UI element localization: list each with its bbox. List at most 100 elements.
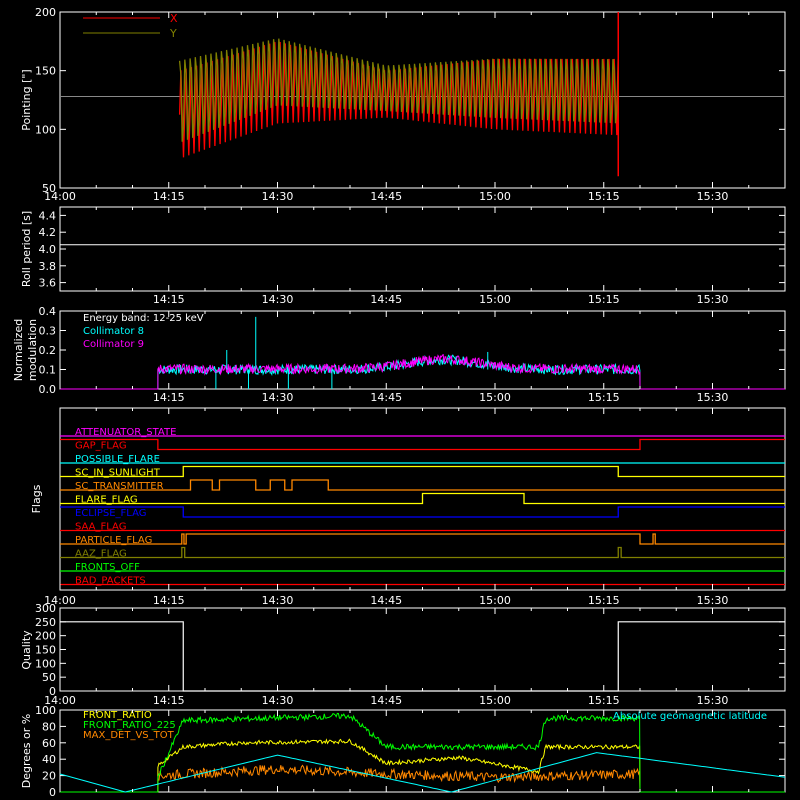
time-tick-label: 14:15 [153,391,185,404]
time-tick-label: 15:00 [479,594,511,607]
flag-trace [60,479,785,491]
collimator-9-trace [60,353,785,390]
time-tick-label: 14:00 [44,594,76,607]
time-tick-label: 15:30 [697,190,729,203]
flag-label: SAA_FLAG [75,522,126,533]
series-y-trace [178,38,619,142]
time-tick-label: 14:45 [370,190,402,203]
time-tick-label: 15:15 [588,293,620,306]
series-x-trace [178,41,619,158]
quality-trace [60,621,785,692]
time-tick-label: 15:00 [479,694,511,707]
ratio-ylabel: Degrees or % [20,714,33,788]
y-tick-label: 100 [35,657,56,670]
flag-label: ATTENUATOR_STATE [75,427,176,438]
flag-label: ECLIPSE_FLAG [75,508,146,519]
y-tick-label: 0.0 [39,383,57,396]
time-tick-label: 14:15 [153,190,185,203]
y-tick-label: 300 [35,602,56,615]
max-det-trace [60,764,785,793]
flag-label: BAD_PACKETS [75,576,146,587]
max-det-label: MAX_DET_VS_TOT [83,730,175,741]
front-ratio-trace [60,738,785,793]
y-tick-label: 50 [42,182,56,195]
y-tick-label: 150 [35,644,56,657]
flag-label: PARTICLE_FLAG [75,535,152,546]
collimator-9-label: Collimator 9 [83,339,144,350]
flag-label: SC_IN_SUNLIGHT [75,468,161,479]
y-tick-label: 0.3 [39,325,57,338]
y-tick-label: 100 [35,123,56,136]
y-tick-label: 60 [42,737,56,750]
time-tick-label: 15:30 [697,594,729,607]
y-tick-label: 4.2 [39,226,57,239]
y-tick-label: 150 [35,65,56,78]
flag-label: FLARE_FLAG [75,495,138,506]
y-tick-label: 0 [49,685,56,698]
pointing-ylabel: Pointing ["] [20,69,33,130]
time-tick-label: 15:00 [479,293,511,306]
flag-trace [60,533,785,545]
flag-label: GAP_FLAG [75,441,127,452]
y-tick-label: 250 [35,616,56,629]
front-ratio-225-trace [60,712,785,793]
flag-trace [60,506,785,518]
time-tick-label: 15:00 [479,391,511,404]
y-tick-label: 4.0 [39,243,57,256]
flag-trace [60,465,785,478]
time-tick-label: 14:30 [262,594,294,607]
time-tick-label: 14:45 [370,293,402,306]
time-tick-label: 14:45 [370,391,402,404]
time-tick-label: 14:00 [44,190,76,203]
time-tick-label: 14:30 [262,190,294,203]
flag-trace [60,438,785,451]
time-tick-label: 14:15 [153,694,185,707]
quality-ylabel: Quality [20,630,33,670]
flag-label: AAZ_FLAG [75,549,127,560]
y-tick-label: 100 [35,704,56,717]
roll-ylabel: Roll period [s] [20,211,33,287]
time-tick-label: 14:30 [262,391,294,404]
time-tick-label: 15:15 [588,190,620,203]
time-tick-label: 14:30 [262,694,294,707]
time-tick-label: 15:00 [479,190,511,203]
time-tick-label: 14:15 [153,594,185,607]
time-tick-label: 14:45 [370,694,402,707]
front-ratio-225-label: FRONT_RATIO_225 [83,720,176,731]
geomag-latitude-trace [59,752,786,793]
modulation-ylabel-1: Normalized [12,319,25,381]
time-tick-label: 14:15 [153,293,185,306]
ratio-panel: Degrees or % 100 80 60 40 20 0 FRONT_RATIO FR… [20,704,786,799]
flag-label: SC_TRANSMITTER [75,481,164,492]
y-tick-label: 0.4 [39,305,57,318]
y-tick-label: 0 [49,786,56,799]
time-tick-label: 14:00 [44,694,76,707]
y-tick-label: 200 [35,630,56,643]
geomag-label: Absolute geomagnetic latitude [613,711,767,722]
legend-x-label: X [170,12,178,25]
y-tick-label: 20 [42,770,56,783]
y-tick-label: 3.8 [39,260,57,273]
y-tick-label: 0.1 [39,364,57,377]
time-tick-label: 15:15 [588,391,620,404]
time-tick-label: 15:15 [588,594,620,607]
y-tick-label: 80 [42,720,56,733]
y-tick-label: 0.2 [39,344,57,357]
energy-band-label: Energy band: 12-25 keV [83,313,204,324]
y-tick-label: 3.6 [39,277,57,290]
time-tick-label: 15:30 [697,694,729,707]
collimator-8-label: Collimator 8 [83,326,144,337]
modulation-ylabel-2: modulation [26,319,39,381]
flags-ylabel: Flags [30,484,43,513]
time-tick-label: 14:30 [262,293,294,306]
flag-trace [60,492,785,505]
pointing-panel: Pointing ["] 200 150 100 50 X Y [20,6,786,195]
y-tick-label: 50 [42,671,56,684]
flag-label: FRONTS_OFF [75,562,140,573]
y-tick-label: 200 [35,6,56,19]
time-tick-label: 15:30 [697,293,729,306]
flag-label: POSSIBLE_FLARE [75,454,160,465]
y-tick-label: 4.4 [39,209,57,222]
